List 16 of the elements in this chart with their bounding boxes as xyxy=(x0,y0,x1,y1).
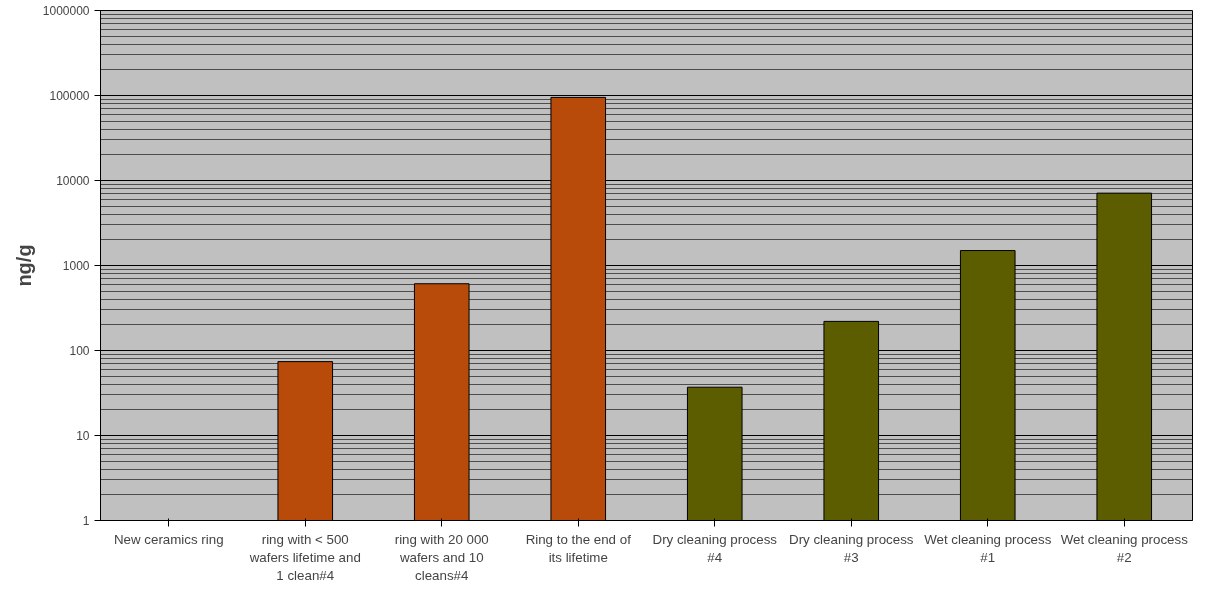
x-tick-label: Ring to the end of its lifetime xyxy=(525,531,632,565)
y-tick-label: 10 xyxy=(76,429,90,443)
x-tick-label: Wet cleaning process #1 xyxy=(924,531,1052,565)
x-tick-label: Dry cleaning process #3 xyxy=(789,531,914,565)
y-axis-title: ng/g xyxy=(12,244,35,287)
y-tick-label: 1 xyxy=(82,514,90,528)
y-tick-label: 1000000 xyxy=(42,4,90,18)
y-tick-label: 100000 xyxy=(49,89,90,103)
x-tick-label: ring with < 500 wafers lifetime and 1 clean#4 xyxy=(248,531,361,583)
x-tick-label: ring with 20 000 wafers and 10 cleans#4 xyxy=(394,531,489,583)
x-tick-label: New ceramics ring xyxy=(113,531,224,547)
x-tick-label: Dry cleaning process #4 xyxy=(652,531,778,565)
y-tick-label: 10000 xyxy=(56,174,90,188)
x-tick-label: Wet cleaning process #2 xyxy=(1060,531,1189,565)
y-tick-label: 100 xyxy=(69,344,90,358)
y-tick-label: 1000 xyxy=(62,259,90,273)
